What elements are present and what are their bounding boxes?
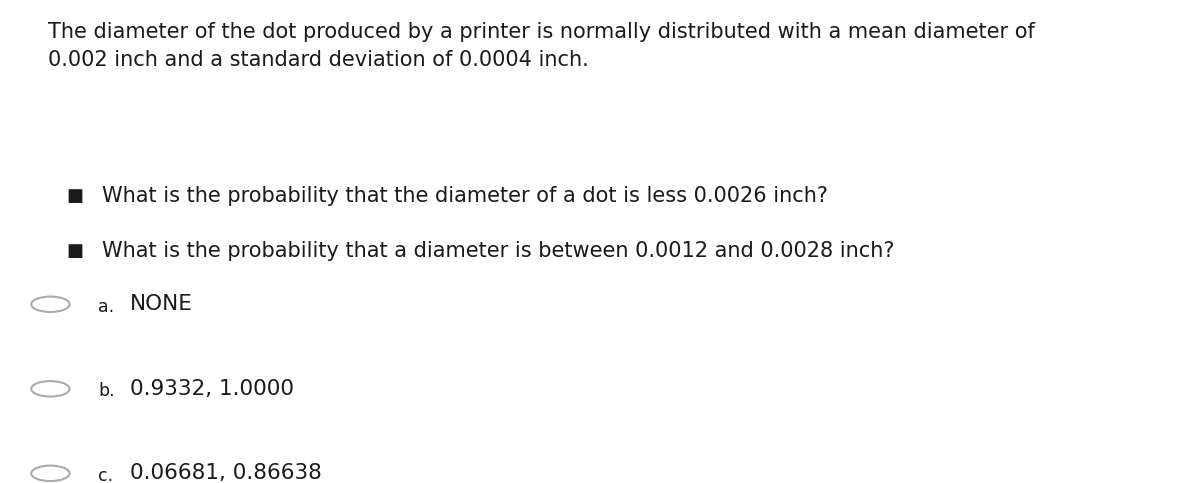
Text: a.: a. [98,298,114,316]
Text: b.: b. [98,382,115,400]
Text: c.: c. [98,467,114,483]
Text: ■: ■ [66,186,83,205]
Text: What is the probability that a diameter is between 0.0012 and 0.0028 inch?: What is the probability that a diameter … [102,241,894,261]
Text: 0.9332, 1.0000: 0.9332, 1.0000 [130,379,294,399]
Text: ■: ■ [66,242,83,260]
Text: The diameter of the dot produced by a printer is normally distributed with a mea: The diameter of the dot produced by a pr… [48,22,1034,70]
Text: What is the probability that the diameter of a dot is less 0.0026 inch?: What is the probability that the diamete… [102,185,828,206]
Text: 0.06681, 0.86638: 0.06681, 0.86638 [130,463,322,483]
Text: NONE: NONE [130,294,192,314]
